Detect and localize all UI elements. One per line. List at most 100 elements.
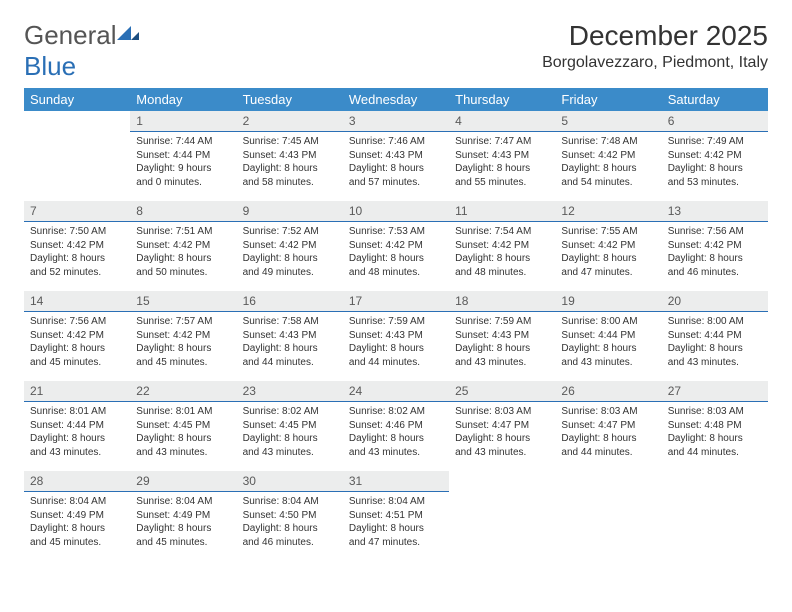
day-details: Sunrise: 7:51 AMSunset: 4:42 PMDaylight:…: [130, 222, 236, 283]
weekday-header: Friday: [555, 88, 661, 111]
day-number: 30: [237, 471, 343, 492]
day-number: 14: [24, 291, 130, 312]
calendar-day-cell: 6Sunrise: 7:49 AMSunset: 4:42 PMDaylight…: [662, 111, 768, 201]
day-number: 2: [237, 111, 343, 132]
day-details: Sunrise: 7:57 AMSunset: 4:42 PMDaylight:…: [130, 312, 236, 373]
day-number: 28: [24, 471, 130, 492]
day-details: Sunrise: 8:04 AMSunset: 4:49 PMDaylight:…: [130, 492, 236, 553]
calendar-day-cell: 16Sunrise: 7:58 AMSunset: 4:43 PMDayligh…: [237, 291, 343, 381]
day-number: 31: [343, 471, 449, 492]
calendar-day-cell: 19Sunrise: 8:00 AMSunset: 4:44 PMDayligh…: [555, 291, 661, 381]
day-details: Sunrise: 7:47 AMSunset: 4:43 PMDaylight:…: [449, 132, 555, 193]
day-details: Sunrise: 7:48 AMSunset: 4:42 PMDaylight:…: [555, 132, 661, 193]
day-details: Sunrise: 7:56 AMSunset: 4:42 PMDaylight:…: [24, 312, 130, 373]
calendar-day-cell: 8Sunrise: 7:51 AMSunset: 4:42 PMDaylight…: [130, 201, 236, 291]
weekday-header: Sunday: [24, 88, 130, 111]
day-details: Sunrise: 8:04 AMSunset: 4:50 PMDaylight:…: [237, 492, 343, 553]
calendar-day-cell: 9Sunrise: 7:52 AMSunset: 4:42 PMDaylight…: [237, 201, 343, 291]
day-number: 27: [662, 381, 768, 402]
day-details: Sunrise: 8:00 AMSunset: 4:44 PMDaylight:…: [662, 312, 768, 373]
calendar-day-cell: 20Sunrise: 8:00 AMSunset: 4:44 PMDayligh…: [662, 291, 768, 381]
day-number: 17: [343, 291, 449, 312]
calendar-day-cell: 13Sunrise: 7:56 AMSunset: 4:42 PMDayligh…: [662, 201, 768, 291]
day-details: Sunrise: 8:01 AMSunset: 4:45 PMDaylight:…: [130, 402, 236, 463]
calendar-day-cell: [555, 471, 661, 561]
calendar-day-cell: 3Sunrise: 7:46 AMSunset: 4:43 PMDaylight…: [343, 111, 449, 201]
day-details: Sunrise: 7:56 AMSunset: 4:42 PMDaylight:…: [662, 222, 768, 283]
day-number: 18: [449, 291, 555, 312]
calendar-week-row: 14Sunrise: 7:56 AMSunset: 4:42 PMDayligh…: [24, 291, 768, 381]
day-details: Sunrise: 7:44 AMSunset: 4:44 PMDaylight:…: [130, 132, 236, 193]
calendar-day-cell: 10Sunrise: 7:53 AMSunset: 4:42 PMDayligh…: [343, 201, 449, 291]
weekday-header: Saturday: [662, 88, 768, 111]
day-details: Sunrise: 7:59 AMSunset: 4:43 PMDaylight:…: [343, 312, 449, 373]
calendar-day-cell: 7Sunrise: 7:50 AMSunset: 4:42 PMDaylight…: [24, 201, 130, 291]
calendar-day-cell: 29Sunrise: 8:04 AMSunset: 4:49 PMDayligh…: [130, 471, 236, 561]
calendar-body: 1Sunrise: 7:44 AMSunset: 4:44 PMDaylight…: [24, 111, 768, 561]
calendar-day-cell: [449, 471, 555, 561]
calendar-day-cell: [24, 111, 130, 201]
day-details: Sunrise: 8:00 AMSunset: 4:44 PMDaylight:…: [555, 312, 661, 373]
logo: GeneralBlue: [24, 20, 139, 82]
day-details: Sunrise: 7:52 AMSunset: 4:42 PMDaylight:…: [237, 222, 343, 283]
calendar-day-cell: 5Sunrise: 7:48 AMSunset: 4:42 PMDaylight…: [555, 111, 661, 201]
day-number: 9: [237, 201, 343, 222]
calendar-table: SundayMondayTuesdayWednesdayThursdayFrid…: [24, 88, 768, 561]
calendar-day-cell: 25Sunrise: 8:03 AMSunset: 4:47 PMDayligh…: [449, 381, 555, 471]
calendar-day-cell: 12Sunrise: 7:55 AMSunset: 4:42 PMDayligh…: [555, 201, 661, 291]
day-number: 12: [555, 201, 661, 222]
weekday-header: Wednesday: [343, 88, 449, 111]
day-details: Sunrise: 8:01 AMSunset: 4:44 PMDaylight:…: [24, 402, 130, 463]
calendar-day-cell: 2Sunrise: 7:45 AMSunset: 4:43 PMDaylight…: [237, 111, 343, 201]
day-number: 3: [343, 111, 449, 132]
day-details: Sunrise: 8:03 AMSunset: 4:47 PMDaylight:…: [449, 402, 555, 463]
calendar-day-cell: 17Sunrise: 7:59 AMSunset: 4:43 PMDayligh…: [343, 291, 449, 381]
calendar-day-cell: [662, 471, 768, 561]
calendar-week-row: 7Sunrise: 7:50 AMSunset: 4:42 PMDaylight…: [24, 201, 768, 291]
calendar-day-cell: 23Sunrise: 8:02 AMSunset: 4:45 PMDayligh…: [237, 381, 343, 471]
day-details: Sunrise: 8:03 AMSunset: 4:48 PMDaylight:…: [662, 402, 768, 463]
calendar-day-cell: 18Sunrise: 7:59 AMSunset: 4:43 PMDayligh…: [449, 291, 555, 381]
calendar-day-cell: 11Sunrise: 7:54 AMSunset: 4:42 PMDayligh…: [449, 201, 555, 291]
day-number: 15: [130, 291, 236, 312]
day-number: 16: [237, 291, 343, 312]
day-number: 29: [130, 471, 236, 492]
day-number: 24: [343, 381, 449, 402]
day-number: 11: [449, 201, 555, 222]
day-number: 25: [449, 381, 555, 402]
day-number: 4: [449, 111, 555, 132]
day-details: Sunrise: 7:49 AMSunset: 4:42 PMDaylight:…: [662, 132, 768, 193]
weekday-header-row: SundayMondayTuesdayWednesdayThursdayFrid…: [24, 88, 768, 111]
calendar-day-cell: 21Sunrise: 8:01 AMSunset: 4:44 PMDayligh…: [24, 381, 130, 471]
day-number: 7: [24, 201, 130, 222]
day-number: 19: [555, 291, 661, 312]
day-details: Sunrise: 7:45 AMSunset: 4:43 PMDaylight:…: [237, 132, 343, 193]
day-number: 5: [555, 111, 661, 132]
day-details: Sunrise: 7:50 AMSunset: 4:42 PMDaylight:…: [24, 222, 130, 283]
logo-part1: General: [24, 20, 117, 50]
calendar-day-cell: 14Sunrise: 7:56 AMSunset: 4:42 PMDayligh…: [24, 291, 130, 381]
day-number: 1: [130, 111, 236, 132]
day-number: 6: [662, 111, 768, 132]
location: Borgolavezzaro, Piedmont, Italy: [542, 54, 768, 72]
calendar-day-cell: 24Sunrise: 8:02 AMSunset: 4:46 PMDayligh…: [343, 381, 449, 471]
day-details: Sunrise: 7:55 AMSunset: 4:42 PMDaylight:…: [555, 222, 661, 283]
day-details: Sunrise: 8:02 AMSunset: 4:45 PMDaylight:…: [237, 402, 343, 463]
header: GeneralBlue December 2025 Borgolavezzaro…: [24, 20, 768, 82]
calendar-day-cell: 31Sunrise: 8:04 AMSunset: 4:51 PMDayligh…: [343, 471, 449, 561]
calendar-week-row: 28Sunrise: 8:04 AMSunset: 4:49 PMDayligh…: [24, 471, 768, 561]
weekday-header: Tuesday: [237, 88, 343, 111]
day-details: Sunrise: 8:02 AMSunset: 4:46 PMDaylight:…: [343, 402, 449, 463]
calendar-day-cell: 4Sunrise: 7:47 AMSunset: 4:43 PMDaylight…: [449, 111, 555, 201]
weekday-header: Monday: [130, 88, 236, 111]
weekday-header: Thursday: [449, 88, 555, 111]
calendar-day-cell: 22Sunrise: 8:01 AMSunset: 4:45 PMDayligh…: [130, 381, 236, 471]
calendar-week-row: 1Sunrise: 7:44 AMSunset: 4:44 PMDaylight…: [24, 111, 768, 201]
day-details: Sunrise: 7:58 AMSunset: 4:43 PMDaylight:…: [237, 312, 343, 373]
title-area: December 2025 Borgolavezzaro, Piedmont, …: [542, 20, 768, 72]
day-number: 26: [555, 381, 661, 402]
calendar-week-row: 21Sunrise: 8:01 AMSunset: 4:44 PMDayligh…: [24, 381, 768, 471]
day-number: 23: [237, 381, 343, 402]
day-number: 10: [343, 201, 449, 222]
logo-part2: Blue: [24, 51, 76, 81]
